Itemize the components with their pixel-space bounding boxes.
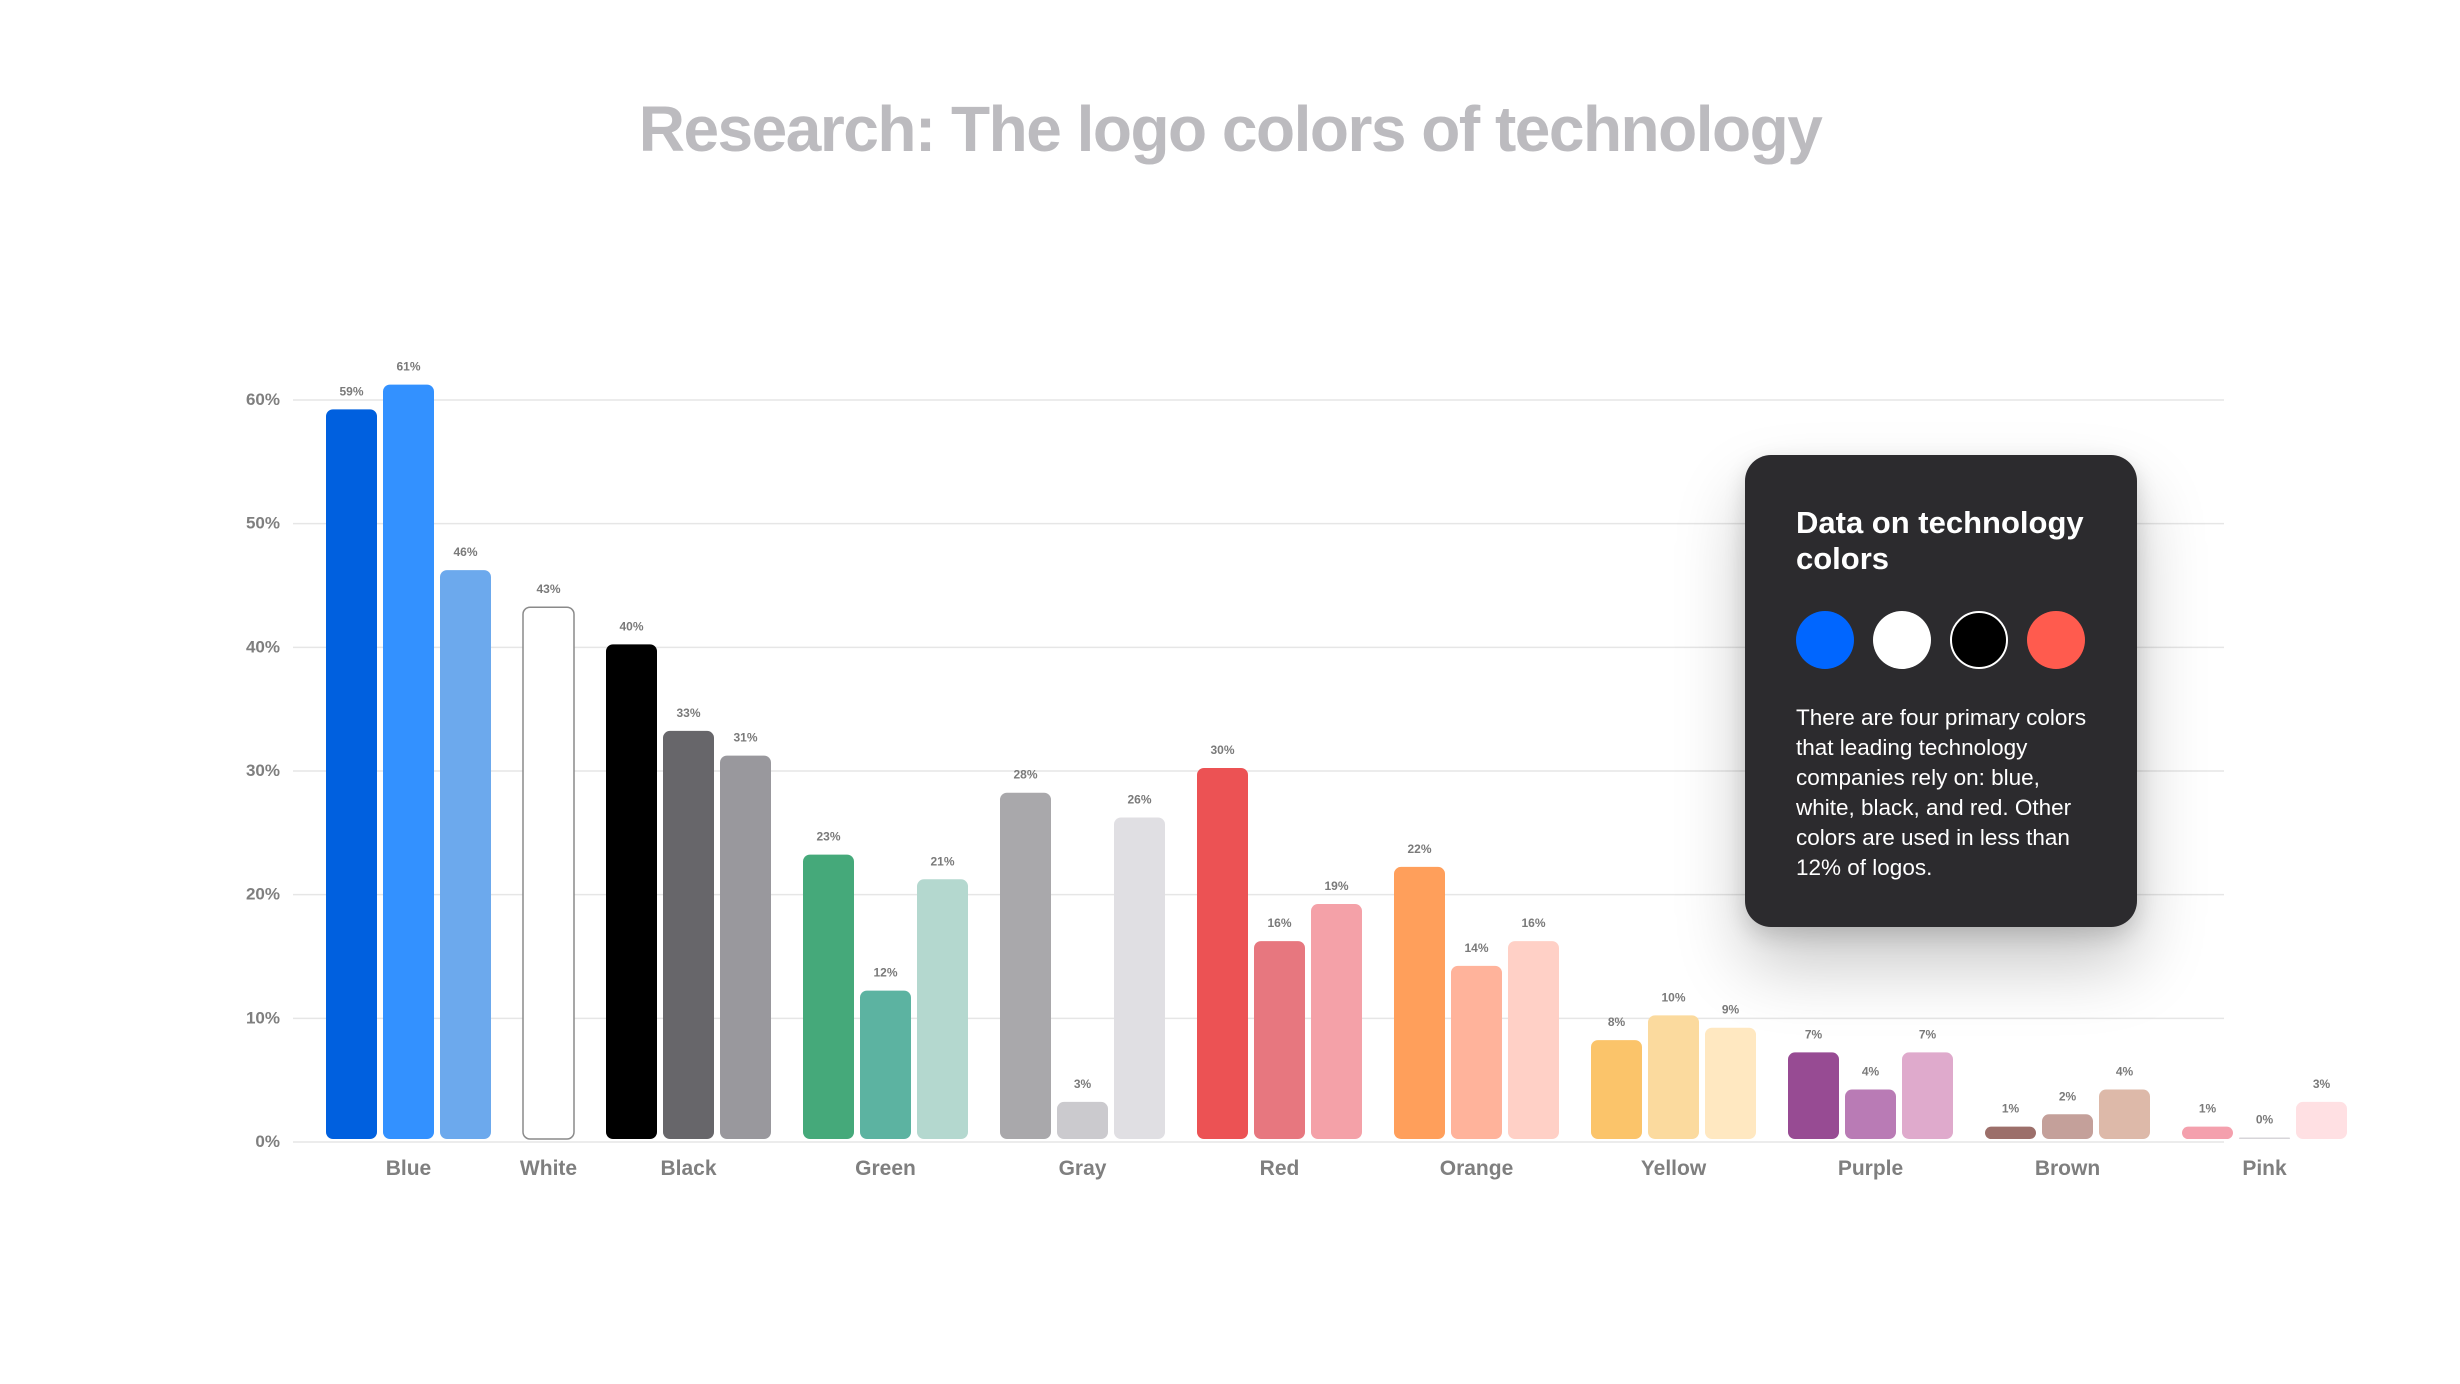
swatch-black — [1950, 611, 2008, 669]
y-tick-label: 50% — [246, 514, 280, 533]
bar-orange — [1451, 965, 1502, 1139]
bar-value-label: 10% — [1661, 990, 1685, 1004]
bar-value-label: 30% — [1210, 743, 1234, 757]
x-category-label: Pink — [2242, 1157, 2287, 1180]
bar-gray — [1000, 792, 1051, 1139]
x-category-label: Blue — [386, 1157, 432, 1180]
bar-value-label: 1% — [2002, 1102, 2020, 1116]
bar-purple — [1788, 1052, 1839, 1139]
bar-value-label: 4% — [1862, 1065, 1880, 1079]
x-category-label: White — [520, 1157, 577, 1180]
bar-pink — [2239, 1137, 2290, 1139]
bar-green — [803, 854, 854, 1139]
bar-value-label: 14% — [1464, 941, 1488, 955]
y-tick-label: 40% — [246, 637, 280, 656]
x-category-label: Black — [660, 1157, 716, 1180]
bar-value-label: 61% — [396, 360, 420, 374]
bar-value-label: 43% — [536, 582, 560, 596]
bar-value-label: 1% — [2199, 1102, 2217, 1116]
x-category-label: Gray — [1059, 1157, 1107, 1180]
bar-green — [860, 990, 911, 1139]
bar-value-label: 12% — [873, 966, 897, 980]
bar-yellow — [1648, 1015, 1699, 1139]
y-tick-label: 20% — [246, 885, 280, 904]
y-tick-label: 0% — [255, 1132, 280, 1151]
bar-value-label: 46% — [453, 545, 477, 559]
bar-value-label: 16% — [1267, 916, 1291, 930]
bar-value-label: 23% — [816, 830, 840, 844]
bar-value-label: 8% — [1608, 1015, 1626, 1029]
info-card-title: Data on technology colors — [1796, 505, 2084, 576]
x-category-label: Red — [1260, 1157, 1300, 1180]
x-category-label: Yellow — [1641, 1157, 1707, 1180]
bar-black — [720, 755, 771, 1139]
bar-value-label: 22% — [1407, 842, 1431, 856]
color-swatches — [1796, 611, 2087, 669]
bar-value-label: 21% — [930, 854, 954, 868]
bar-value-label: 7% — [1919, 1027, 1937, 1041]
bar-value-label: 33% — [676, 706, 700, 720]
x-category-label: Purple — [1838, 1157, 1903, 1180]
bar-value-label: 40% — [619, 619, 643, 633]
x-category-label: Green — [855, 1157, 916, 1180]
bar-orange — [1508, 941, 1559, 1139]
swatch-red — [2027, 611, 2085, 669]
bar-yellow — [1591, 1040, 1642, 1139]
bar-value-label: 31% — [733, 731, 757, 745]
bar-value-label: 0% — [2256, 1113, 2274, 1127]
bar-pink — [2182, 1126, 2233, 1139]
info-card-text: There are four primary colors that leadi… — [1796, 705, 2087, 880]
info-card: Data on technology colors There are four… — [1745, 455, 2137, 927]
bar-value-label: 59% — [339, 384, 363, 398]
bar-blue — [383, 384, 434, 1140]
y-tick-label: 10% — [246, 1008, 280, 1027]
bar-red — [1197, 768, 1248, 1139]
bar-value-label: 19% — [1324, 879, 1348, 893]
bar-brown — [1985, 1126, 2036, 1139]
y-tick-label: 60% — [246, 390, 280, 409]
bar-value-label: 28% — [1013, 768, 1037, 782]
bar-gray — [1057, 1101, 1108, 1139]
bar-value-label: 2% — [2059, 1089, 2077, 1103]
bar-white — [522, 606, 575, 1140]
bar-value-label: 16% — [1521, 916, 1545, 930]
bar-black — [606, 644, 657, 1139]
bar-value-label: 3% — [1074, 1077, 1092, 1091]
bar-red — [1311, 904, 1362, 1139]
bar-red — [1254, 941, 1305, 1139]
swatch-white — [1873, 611, 1931, 669]
bar-blue — [326, 409, 377, 1139]
bar-purple — [1902, 1052, 1953, 1139]
chart-title: Research: The logo colors of technology — [638, 93, 1823, 165]
bar-value-label: 4% — [2116, 1065, 2134, 1079]
bar-black — [663, 730, 714, 1139]
bar-value-label: 7% — [1805, 1027, 1823, 1041]
swatch-blue — [1796, 611, 1854, 669]
bar-green — [917, 879, 968, 1139]
bar-orange — [1394, 866, 1445, 1139]
bar-brown — [2042, 1114, 2093, 1139]
bar-pink — [2296, 1101, 2347, 1139]
bar-brown — [2099, 1089, 2150, 1139]
bar-value-label: 26% — [1127, 792, 1151, 806]
bar-value-label: 3% — [2313, 1077, 2331, 1091]
bar-purple — [1845, 1089, 1896, 1139]
y-tick-label: 30% — [246, 761, 280, 780]
bar-yellow — [1705, 1027, 1756, 1139]
bar-gray — [1114, 817, 1165, 1139]
x-category-label: Brown — [2035, 1157, 2100, 1180]
bar-value-label: 9% — [1722, 1003, 1740, 1017]
x-category-label: Orange — [1440, 1157, 1514, 1180]
bar-blue — [440, 570, 491, 1139]
